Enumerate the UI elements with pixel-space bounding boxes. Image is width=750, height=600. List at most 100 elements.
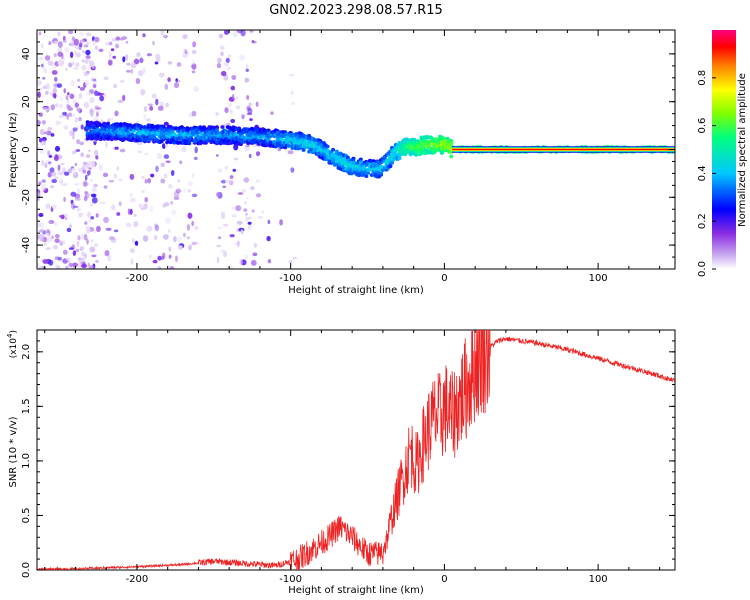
noise-cell	[176, 236, 182, 243]
noise-cell	[89, 60, 95, 67]
noise-cell	[54, 145, 61, 152]
noise-cell	[122, 94, 126, 101]
noise-cell	[134, 240, 139, 246]
noise-cell	[93, 183, 98, 188]
noise-cell	[133, 221, 139, 228]
noise-cell	[77, 235, 81, 241]
noise-cell	[37, 234, 40, 240]
noise-cell	[81, 59, 86, 63]
ridge-cell	[414, 153, 419, 157]
noise-cell	[50, 104, 55, 111]
noise-cell	[252, 252, 258, 257]
noise-cell	[38, 265, 43, 269]
noise-cell	[47, 127, 53, 131]
noise-cell	[173, 236, 177, 243]
noise-cell	[232, 31, 238, 38]
noise-cell	[73, 205, 79, 208]
noise-cell	[57, 47, 63, 52]
noise-cell	[62, 240, 66, 245]
noise-cell	[148, 254, 152, 260]
noise-cell	[146, 118, 151, 122]
noise-cell	[216, 192, 220, 197]
noise-cell	[51, 204, 57, 209]
ridge-cell	[408, 152, 413, 157]
noise-cell	[69, 107, 73, 111]
noise-cell	[109, 236, 115, 241]
noise-cell	[116, 212, 121, 216]
noise-cell	[72, 262, 78, 268]
noise-cell	[58, 104, 63, 109]
noise-cell	[103, 93, 107, 99]
noise-cell	[38, 77, 41, 83]
noise-cell	[221, 212, 226, 220]
noise-cell	[249, 30, 254, 33]
noise-cell	[255, 101, 259, 107]
noise-cell	[89, 108, 95, 114]
noise-cell	[290, 102, 295, 105]
x-tick-label: -200	[126, 574, 149, 585]
noise-cell	[191, 60, 195, 66]
noise-cell	[229, 234, 235, 238]
noise-cell	[222, 223, 229, 227]
colorbar-tick-label: 0.0	[697, 261, 708, 277]
noise-cell	[245, 196, 249, 200]
noise-cell	[167, 77, 171, 83]
noise-cell	[125, 40, 129, 44]
noise-cell	[68, 62, 73, 68]
noise-cell	[191, 220, 195, 227]
noise-cell	[132, 238, 135, 244]
noise-cell	[118, 201, 122, 207]
noise-cell	[107, 59, 113, 66]
noise-cell	[53, 244, 58, 250]
noise-cell	[243, 208, 248, 212]
noise-cell	[85, 174, 88, 181]
ridge-cell	[179, 136, 184, 140]
noise-cell	[53, 222, 59, 226]
noise-cell	[64, 213, 68, 218]
noise-cell	[40, 43, 44, 48]
noise-cell	[137, 70, 144, 77]
noise-cell	[86, 173, 90, 177]
noise-cell	[72, 113, 76, 118]
noise-cell	[144, 152, 149, 156]
noise-cell	[191, 193, 198, 198]
noise-cell	[126, 222, 132, 228]
spectrogram-heatmap	[37, 30, 675, 269]
noise-cell	[46, 236, 53, 243]
noise-cell	[86, 238, 89, 245]
noise-cell	[50, 171, 57, 177]
ridge-cell	[449, 154, 454, 159]
noise-cell	[182, 34, 188, 39]
noise-cell	[256, 151, 260, 157]
noise-cell	[224, 166, 229, 170]
ridge-cell	[441, 136, 446, 141]
noise-cell	[160, 178, 166, 184]
snr-plot-area	[37, 330, 675, 570]
noise-cell	[183, 187, 186, 194]
noise-cell	[54, 76, 58, 82]
noise-cell	[38, 229, 45, 233]
noise-cell	[237, 240, 240, 247]
noise-cell	[91, 239, 94, 243]
noise-cell	[165, 160, 171, 163]
noise-cell	[143, 106, 148, 113]
noise-cell	[267, 259, 272, 264]
noise-cell	[65, 265, 69, 269]
noise-cell	[122, 56, 126, 63]
noise-cell	[90, 178, 93, 182]
noise-cell	[143, 203, 148, 210]
noise-cell	[47, 60, 54, 66]
noise-cell	[147, 103, 153, 107]
y-tick-label: 20	[21, 95, 32, 108]
noise-cell	[167, 229, 171, 233]
ridge-cell	[366, 171, 371, 175]
noise-cell	[68, 247, 74, 250]
noise-cell	[141, 189, 145, 194]
noise-cell	[63, 125, 68, 130]
noise-cell	[118, 178, 123, 182]
y-tick-label: 0	[21, 146, 32, 152]
noise-cell	[193, 86, 200, 93]
noise-cell	[91, 197, 98, 204]
snr-frame	[36, 329, 676, 571]
noise-cell	[52, 87, 57, 94]
